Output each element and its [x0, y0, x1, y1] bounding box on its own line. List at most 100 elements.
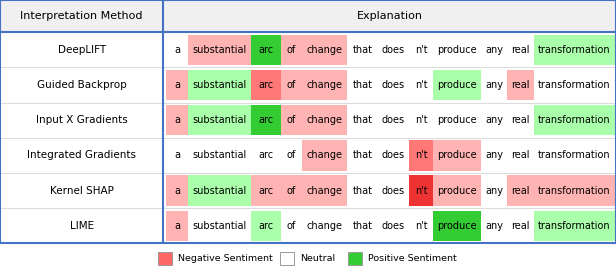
Text: arc: arc	[258, 80, 274, 90]
Bar	[408, 35, 434, 65]
Bar	[166, 35, 188, 65]
Text: change: change	[307, 150, 342, 160]
Text: arc: arc	[258, 45, 274, 55]
Bar	[533, 140, 615, 171]
Bar	[251, 105, 280, 135]
Bar	[251, 211, 280, 241]
Bar	[507, 211, 533, 241]
Text: does: does	[382, 45, 405, 55]
Text: that: that	[352, 221, 372, 231]
Bar	[378, 140, 408, 171]
Bar	[0, 67, 616, 103]
Bar	[0, 208, 616, 243]
Bar	[166, 105, 188, 135]
Text: real: real	[511, 150, 530, 160]
Text: of: of	[286, 186, 296, 196]
Bar	[280, 140, 302, 171]
Text: transformation: transformation	[538, 115, 610, 125]
Bar	[163, 0, 616, 32]
Text: substantial: substantial	[192, 221, 246, 231]
Text: a: a	[174, 150, 180, 160]
Text: change: change	[307, 221, 342, 231]
Text: produce: produce	[437, 221, 477, 231]
Bar	[347, 105, 378, 135]
Text: real: real	[511, 115, 530, 125]
Bar	[378, 175, 408, 206]
Text: Explanation: Explanation	[357, 11, 423, 21]
Bar	[347, 175, 378, 206]
Text: a: a	[174, 80, 180, 90]
Text: arc: arc	[258, 150, 274, 160]
Bar	[481, 70, 507, 100]
Text: a: a	[174, 186, 180, 196]
Text: a: a	[174, 221, 180, 231]
Text: real: real	[511, 45, 530, 55]
Text: Input X Gradients: Input X Gradients	[36, 115, 128, 125]
Text: transformation: transformation	[538, 80, 610, 90]
Text: substantial: substantial	[192, 115, 246, 125]
Bar	[280, 70, 302, 100]
Bar	[507, 140, 533, 171]
Text: real: real	[511, 221, 530, 231]
Text: of: of	[286, 115, 296, 125]
Text: n't: n't	[415, 150, 428, 160]
Text: any: any	[485, 150, 503, 160]
Text: substantial: substantial	[192, 186, 246, 196]
Text: n't: n't	[415, 221, 428, 231]
Bar	[408, 105, 434, 135]
Text: n't: n't	[415, 115, 428, 125]
Text: that: that	[352, 45, 372, 55]
Text: of: of	[286, 150, 296, 160]
Bar	[533, 105, 615, 135]
Text: any: any	[485, 186, 503, 196]
Text: transformation: transformation	[538, 221, 610, 231]
Bar	[302, 105, 347, 135]
Text: transformation: transformation	[538, 186, 610, 196]
Bar	[408, 140, 434, 171]
Text: does: does	[382, 80, 405, 90]
Bar	[188, 70, 251, 100]
Bar	[507, 70, 533, 100]
Bar	[251, 70, 280, 100]
Bar	[188, 140, 251, 171]
Text: a: a	[174, 115, 180, 125]
Text: LIME: LIME	[70, 221, 94, 231]
Text: n't: n't	[415, 45, 428, 55]
Text: any: any	[485, 221, 503, 231]
Bar	[507, 175, 533, 206]
Bar	[280, 35, 302, 65]
Bar	[302, 140, 347, 171]
Bar	[408, 70, 434, 100]
Bar	[188, 105, 251, 135]
Bar	[408, 211, 434, 241]
Bar	[408, 175, 434, 206]
Bar	[166, 140, 188, 171]
Text: transformation: transformation	[538, 150, 610, 160]
Bar	[166, 211, 188, 241]
Bar	[302, 175, 347, 206]
Text: does: does	[382, 221, 405, 231]
Text: Integrated Gradients: Integrated Gradients	[27, 150, 136, 160]
Bar	[434, 35, 481, 65]
Bar	[507, 105, 533, 135]
Bar	[251, 35, 280, 65]
Text: Kernel SHAP: Kernel SHAP	[50, 186, 113, 196]
Text: Positive Sentiment: Positive Sentiment	[368, 254, 456, 263]
Bar	[188, 35, 251, 65]
Bar	[378, 105, 408, 135]
Bar	[251, 140, 280, 171]
Bar	[378, 211, 408, 241]
Text: of: of	[286, 45, 296, 55]
Text: any: any	[485, 45, 503, 55]
Bar	[481, 140, 507, 171]
Text: that: that	[352, 150, 372, 160]
Bar	[188, 175, 251, 206]
Text: DeepLIFT: DeepLIFT	[57, 45, 106, 55]
Bar	[347, 140, 378, 171]
Bar	[481, 211, 507, 241]
Text: that: that	[352, 186, 372, 196]
Text: Negative Sentiment: Negative Sentiment	[178, 254, 273, 263]
Bar	[348, 252, 362, 265]
Text: arc: arc	[258, 115, 274, 125]
Text: produce: produce	[437, 115, 477, 125]
